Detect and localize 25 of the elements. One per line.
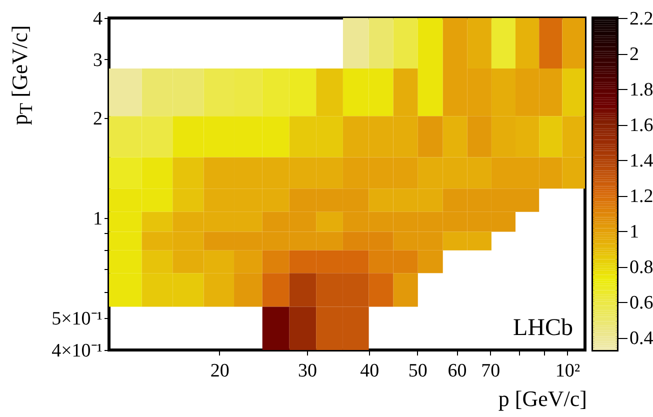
x-tick-label: 20 <box>210 360 230 382</box>
color-bar-label: 1 <box>630 222 639 243</box>
color-bar-label: 1.6 <box>630 115 653 136</box>
annotation: LHCb <box>513 315 573 341</box>
color-bar-label: 2 <box>630 44 639 66</box>
y-tick-label: 4 <box>93 8 103 30</box>
x-tick-label: 10² <box>555 360 580 382</box>
x-tick-label: 30 <box>298 360 318 382</box>
y-tick-label: 3 <box>93 50 102 71</box>
x-axis-title: p [GeV/c] <box>498 386 587 412</box>
y-tick-label: 5×10⁻¹ <box>52 308 103 330</box>
y-tick-label: 4×10⁻¹ <box>52 340 103 362</box>
y-tick-label: 1 <box>93 208 102 230</box>
x-tick-label: 60 <box>448 360 467 382</box>
y-tick-label: 2 <box>93 108 102 130</box>
color-bar-label: 2.2 <box>630 8 653 30</box>
color-bar-label: 1.4 <box>630 150 653 172</box>
color-bar-label: 1.8 <box>630 80 653 101</box>
color-bar-label: 1.2 <box>630 186 653 208</box>
x-tick-label: 50 <box>408 360 428 382</box>
color-bar-label: 0.4 <box>630 328 653 350</box>
color-bar-label: 0.6 <box>630 292 653 314</box>
x-tick-label: 40 <box>360 360 380 382</box>
color-bar-label: 0.8 <box>630 257 653 278</box>
x-tick-label: 70 <box>481 360 500 382</box>
